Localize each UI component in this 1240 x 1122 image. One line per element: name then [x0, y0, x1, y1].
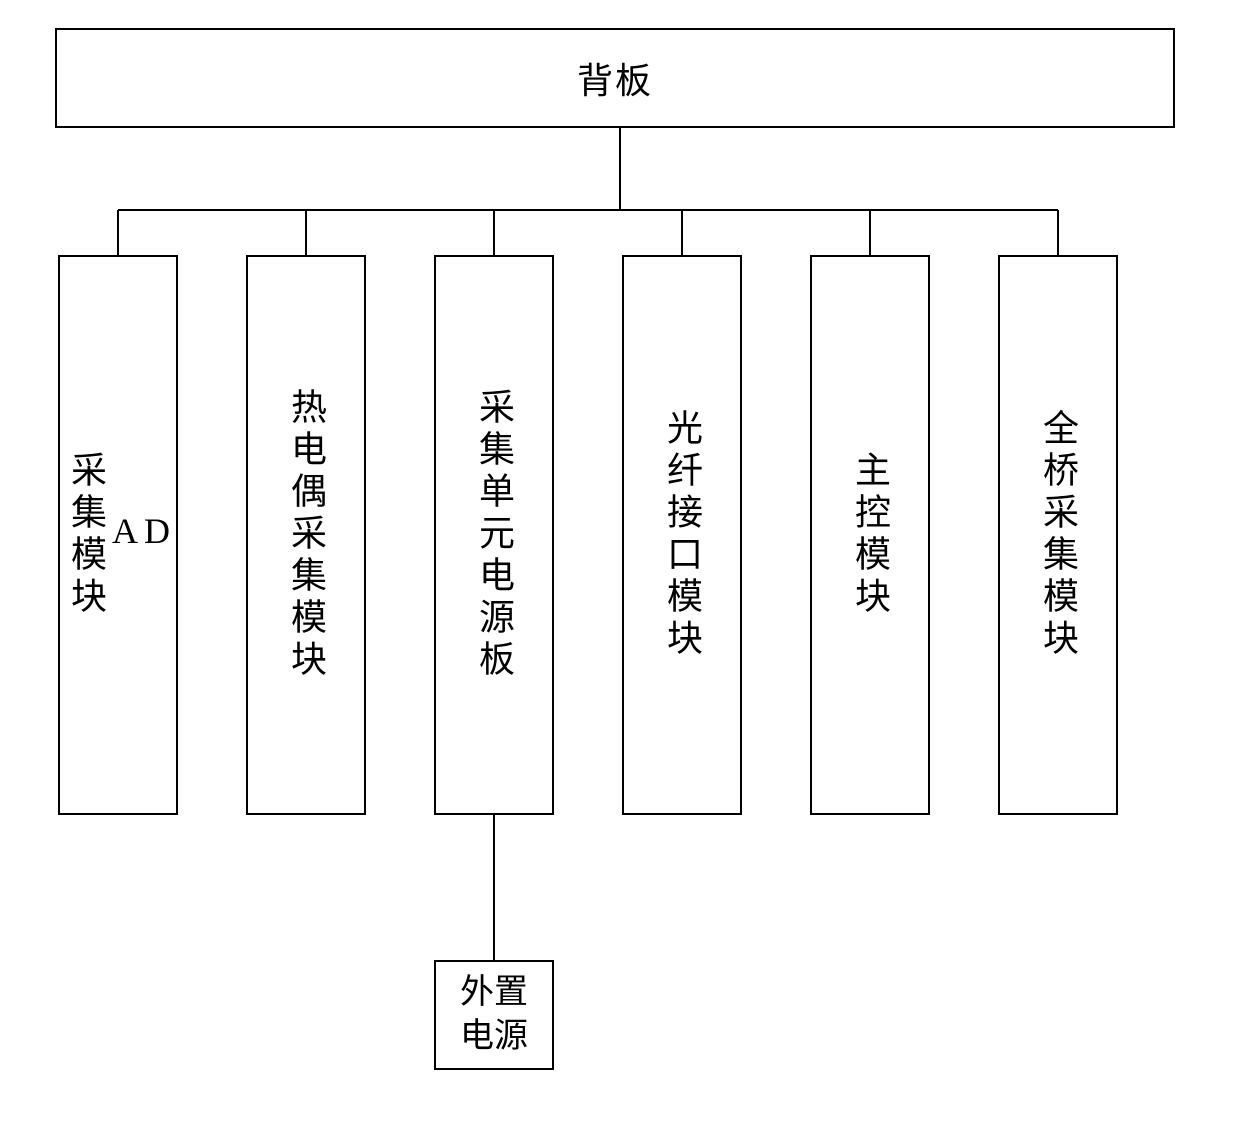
backplane-label: 背板 [577, 52, 653, 104]
module-thermocouple-label: 热电偶采集模块 [280, 388, 332, 682]
module-ad-rest: 采集模块 [60, 451, 112, 619]
module-power-board-label: 采集单元电源板 [468, 388, 520, 682]
module-full-bridge: 全桥采集模块 [998, 255, 1118, 815]
external-power-line1: 外置 [460, 971, 528, 1015]
module-fiber-interface-label: 光纤接口模块 [656, 409, 708, 661]
external-power-line2: 电源 [460, 1015, 528, 1059]
module-power-board: 采集单元电源板 [434, 255, 554, 815]
module-thermocouple: 热电偶采集模块 [246, 255, 366, 815]
backplane-box: 背板 [55, 28, 1175, 128]
module-ad-prefix: AD [112, 510, 176, 552]
module-fiber-interface: 光纤接口模块 [622, 255, 742, 815]
module-full-bridge-label: 全桥采集模块 [1032, 409, 1084, 661]
module-ad-acquisition: AD 采集模块 [58, 255, 178, 815]
module-main-control-label: 主控模块 [844, 451, 896, 619]
module-main-control: 主控模块 [810, 255, 930, 815]
external-power-label-wrap: 外置 电源 [460, 971, 528, 1059]
module-ad-label-wrap: AD 采集模块 [60, 287, 176, 783]
external-power-box: 外置 电源 [434, 960, 554, 1070]
